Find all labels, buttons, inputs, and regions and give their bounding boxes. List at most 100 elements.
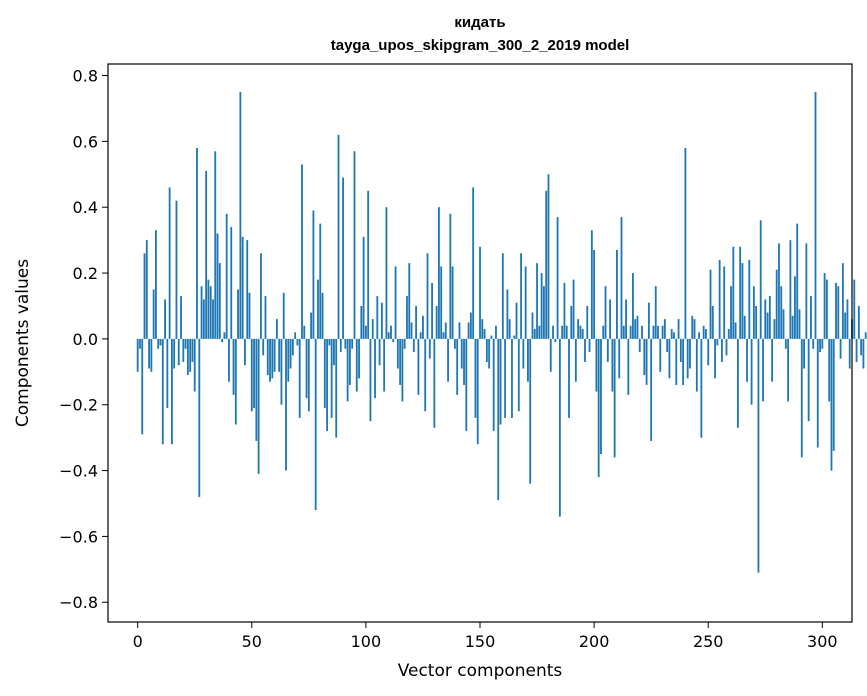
bar-205 [604,286,607,339]
bar-44 [237,289,239,339]
y-tick-label: −0.4 [59,462,98,481]
bar-65 [285,338,287,471]
bar-283 [782,309,785,339]
bar-194 [579,325,582,339]
bar-314 [853,279,856,339]
bar-208 [611,338,614,392]
bar-79 [317,279,319,339]
bar-260 [730,286,732,339]
bar-214 [625,299,627,339]
bar-3 [143,253,146,339]
bar-270 [752,286,755,339]
bar-118 [406,296,408,339]
bar-72 [301,164,303,339]
bar-180 [547,174,550,339]
bar-105 [376,296,379,339]
bar-155 [490,335,493,339]
bar-21 [184,338,187,349]
bar-106 [378,338,381,366]
bar-150 [479,246,481,339]
bar-298 [816,338,819,448]
bar-132 [438,207,440,339]
bar-221 [641,325,643,339]
bar-32 [209,286,212,339]
bar-175 [536,263,538,339]
bar-103 [371,319,374,339]
bar-192 [574,338,577,382]
bar-312 [848,338,851,369]
bar-215 [627,338,630,395]
bar-256 [721,338,723,362]
bar-211 [618,338,621,379]
bar-184 [556,217,559,339]
bars-group [136,91,867,573]
bar-127 [426,253,429,339]
bar-292 [803,338,805,369]
bar-143 [463,338,465,385]
bar-37 [221,338,224,343]
y-tick-label: −0.2 [59,396,98,415]
bar-84 [328,338,331,346]
bar-200 [593,250,596,339]
bar-74 [305,338,308,399]
bar-149 [476,338,479,445]
bar-204 [602,325,605,339]
bar-281 [778,243,780,339]
bar-203 [600,338,602,455]
bar-271 [755,305,758,339]
bar-85 [330,338,333,418]
y-tick-label: 0.2 [73,264,98,283]
bar-286 [789,240,792,339]
bar-134 [442,332,445,339]
bar-123 [417,338,420,395]
bar-14 [168,187,171,339]
bar-157 [495,325,497,339]
bar-108 [383,338,386,392]
bar-178 [542,286,545,339]
bar-38 [223,332,226,339]
bar-161 [504,338,507,418]
bar-243 [691,315,694,339]
bar-71 [298,338,301,418]
bar-101 [367,190,370,339]
bar-288 [794,276,796,339]
bar-42 [232,338,235,395]
bar-88 [337,134,340,339]
bar-96 [355,338,358,392]
bar-93 [349,338,351,385]
bar-110 [387,332,390,339]
x-axis-ticks: 0 50 100 150 200 250 300 [133,622,838,651]
bar-12 [164,299,166,339]
bar-172 [529,338,532,484]
bar-206 [606,338,609,362]
bar-34 [214,151,217,339]
bar-82 [323,338,326,409]
bar-62 [278,338,281,372]
bar-22 [186,338,189,376]
bar-45 [239,91,242,339]
chart-subtitle: tayga_upos_skipgram_300_2_2019 model [331,37,630,54]
bar-35 [216,233,219,339]
bar-275 [764,299,767,339]
bar-167 [517,338,520,412]
bar-73 [303,325,306,339]
bar-46 [241,236,244,339]
bar-170 [524,266,527,339]
y-tick-label: 0.8 [73,67,98,86]
y-tick-label: −0.6 [59,527,98,546]
bar-90 [342,177,344,339]
bar-284 [784,338,787,349]
y-tick-label: 0.4 [73,198,98,217]
bar-4 [145,240,148,339]
bar-119 [408,263,411,339]
bar-309 [841,263,844,339]
bar-131 [435,305,438,339]
bar-285 [787,338,790,402]
bar-94 [351,338,354,349]
bar-137 [449,213,452,339]
bar-263 [736,338,739,428]
bar-138 [451,266,454,339]
bar-1 [139,338,141,349]
bar-289 [796,223,799,339]
